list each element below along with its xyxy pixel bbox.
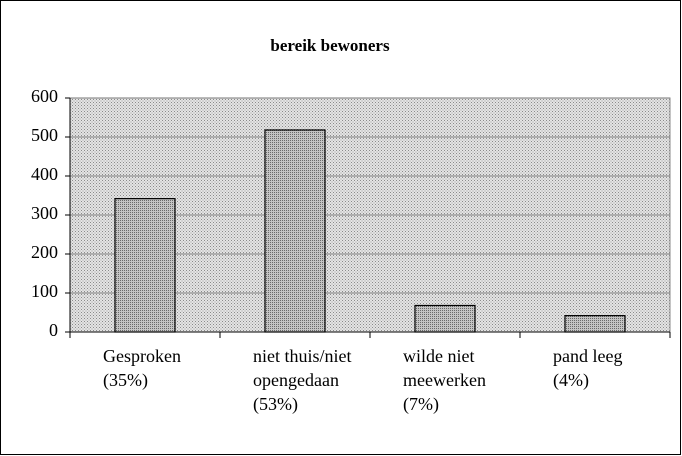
x-tick-label: (4%) bbox=[553, 370, 589, 391]
x-tick-label: opengedaan bbox=[253, 370, 339, 390]
bar bbox=[264, 129, 326, 333]
y-tick-label: 200 bbox=[31, 242, 58, 262]
y-tick-label: 400 bbox=[31, 164, 58, 184]
x-tick-label: (53%) bbox=[253, 394, 298, 415]
y-tick-label: 0 bbox=[49, 320, 58, 340]
chart-title: bereik bewoners bbox=[270, 36, 390, 55]
bar bbox=[564, 315, 626, 333]
x-tick-label: pand leeg bbox=[553, 346, 622, 366]
y-tick-label: 600 bbox=[31, 86, 58, 106]
x-tick-label: niet thuis/niet bbox=[253, 346, 352, 366]
bar bbox=[114, 198, 176, 333]
y-tick-label: 500 bbox=[31, 125, 58, 145]
x-tick-label: Gesproken bbox=[103, 346, 181, 366]
x-tick-label: meewerken bbox=[403, 370, 486, 390]
bar bbox=[414, 304, 476, 333]
x-tick-label: wilde niet bbox=[403, 346, 474, 366]
y-tick-label: 100 bbox=[31, 281, 58, 301]
x-tick-label: (7%) bbox=[403, 394, 439, 415]
x-tick-label: (35%) bbox=[103, 370, 148, 391]
y-tick-label: 300 bbox=[31, 203, 58, 223]
